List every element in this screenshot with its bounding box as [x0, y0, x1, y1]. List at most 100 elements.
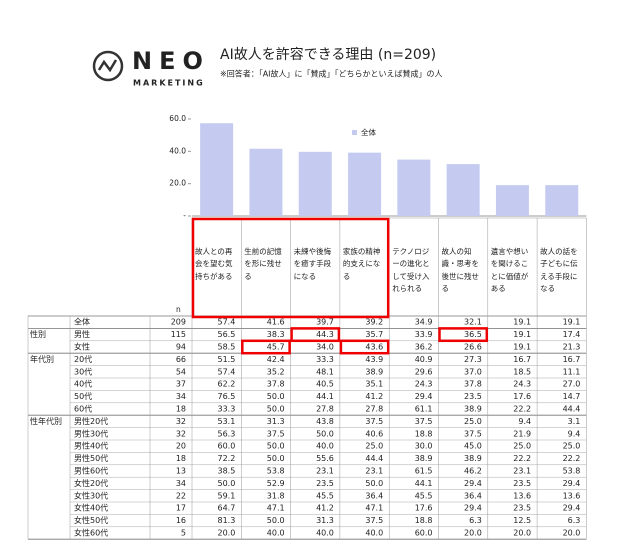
legend-swatch — [352, 130, 357, 135]
cell: 16.7 — [513, 355, 531, 364]
cell: 18.8 — [415, 429, 433, 438]
cell: 47.1 — [267, 504, 285, 513]
highlight — [191, 217, 390, 319]
cell: 35.2 — [267, 367, 285, 376]
cell: 36.5 — [464, 330, 482, 339]
cell: 37.0 — [464, 367, 482, 376]
cell: 27.3 — [464, 355, 482, 364]
cell: 57.4 — [217, 367, 235, 376]
y-tick-label: 60.0 — [169, 114, 186, 123]
n-cell: 32 — [176, 417, 186, 426]
cell: 3.1 — [568, 417, 581, 426]
column-header: 家族の精神的支えになる — [342, 247, 381, 281]
cell: 41.2 — [365, 392, 383, 401]
cell: 20.0 — [464, 529, 482, 538]
row-label: 男性50代 — [74, 453, 108, 463]
cell: 17.6 — [513, 392, 531, 401]
cell: 43.9 — [365, 355, 383, 364]
cell: 30.0 — [415, 442, 433, 451]
cell: 62.2 — [217, 380, 235, 389]
cell: 21.3 — [563, 343, 581, 352]
row-label: 女性20代 — [74, 478, 108, 488]
cell: 61.5 — [415, 467, 433, 476]
cell: 37.5 — [464, 429, 482, 438]
cell: 50.0 — [365, 479, 383, 488]
n-cell: 115 — [171, 330, 186, 339]
cell: 25.0 — [464, 417, 482, 426]
legend-label: 全体 — [361, 127, 376, 137]
y-tick-label: - — [183, 211, 186, 220]
cell: 40.0 — [316, 529, 334, 538]
cell: 23.5 — [513, 479, 531, 488]
cell: 24.3 — [513, 380, 531, 389]
chart-title: AI故人を許容できる理由 (n=209) — [220, 46, 436, 63]
cell: 38.9 — [365, 367, 383, 376]
bar — [545, 185, 579, 216]
group-label: 性年代別 — [30, 416, 62, 426]
cell: 44.4 — [365, 454, 383, 463]
cell: 27.0 — [563, 380, 581, 389]
cell: 6.3 — [568, 516, 581, 525]
cell: 24.3 — [415, 380, 433, 389]
cell: 23.1 — [365, 467, 383, 476]
n-cell: 34 — [176, 392, 186, 401]
n-cell: 18 — [176, 454, 186, 463]
cell: 29.6 — [415, 367, 433, 376]
cell: 58.5 — [217, 343, 235, 352]
cell: 40.5 — [316, 380, 334, 389]
cell: 50.0 — [267, 516, 285, 525]
n-cell: 66 — [176, 355, 186, 364]
cell: 45.5 — [415, 491, 433, 500]
cell: 52.9 — [267, 479, 285, 488]
cell: 31.8 — [267, 491, 285, 500]
cell: 47.1 — [365, 504, 383, 513]
cell: 38.9 — [464, 405, 482, 414]
column-header: 生前の記憶を形に残せる — [244, 247, 282, 281]
cell: 37.5 — [365, 516, 383, 525]
cell: 33.9 — [415, 330, 433, 339]
row-label: 女性60代 — [74, 528, 108, 538]
cell: 35.7 — [365, 330, 383, 339]
logo: NEO MARKETING — [92, 47, 210, 88]
cell: 29.4 — [464, 504, 482, 513]
cell: 21.9 — [513, 429, 531, 438]
cell: 81.3 — [217, 516, 235, 525]
cell: 38.3 — [267, 330, 285, 339]
cell: 33.3 — [217, 405, 235, 414]
row-label: 30代 — [74, 366, 92, 376]
cell: 13.6 — [563, 491, 581, 500]
row-label: 全体 — [74, 317, 90, 327]
cell: 16.7 — [563, 355, 581, 364]
logo-icon — [92, 50, 124, 82]
header-text: 家族の精神的支えになる — [342, 247, 381, 281]
cell: 31.3 — [267, 417, 285, 426]
cell: 53.8 — [563, 467, 581, 476]
row-label: 60代 — [74, 404, 92, 414]
row-label: 女性40代 — [74, 503, 108, 513]
n-header: n — [176, 305, 181, 314]
logo-name: NEO — [132, 47, 210, 75]
n-cell: 20 — [176, 442, 186, 451]
cell: 23.5 — [316, 479, 334, 488]
cell: 12.5 — [513, 516, 531, 525]
group-label: 年代別 — [30, 354, 54, 364]
cell: 46.2 — [464, 467, 482, 476]
cell: 22.2 — [563, 454, 581, 463]
bar — [298, 151, 332, 216]
bar — [249, 148, 283, 216]
cell: 48.1 — [316, 367, 334, 376]
cell: 72.2 — [217, 454, 235, 463]
cell: 41.6 — [267, 318, 285, 327]
row-label: 男性60代 — [74, 466, 108, 476]
cell: 41.2 — [316, 504, 334, 513]
cell: 50.0 — [316, 429, 334, 438]
row-label: 20代 — [74, 354, 92, 364]
cell: 14.7 — [563, 392, 581, 401]
cell: 40.9 — [415, 355, 433, 364]
row-label: 40代 — [74, 379, 92, 389]
cell: 29.4 — [563, 504, 581, 513]
cell: 53.1 — [217, 417, 235, 426]
column-header: 故人の知識・思考を後世に残せる — [442, 247, 480, 293]
n-cell: 13 — [176, 467, 186, 476]
